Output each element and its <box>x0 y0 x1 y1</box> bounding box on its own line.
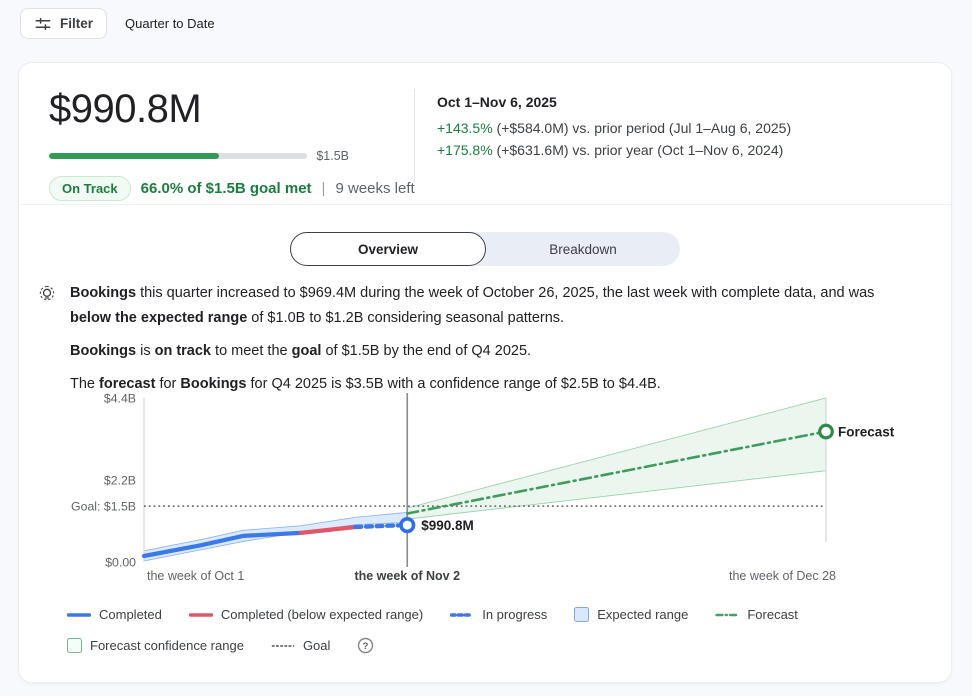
tab-breakdown[interactable]: Breakdown <box>486 232 680 266</box>
goal-axis-label: Goal: $1.5B <box>71 500 136 514</box>
completed-swatch <box>67 612 91 617</box>
legend-item-in-progress: In progress <box>450 607 547 622</box>
prior-period-text: (+$584.0M) vs. prior period (Jul 1–Aug 6… <box>492 120 792 136</box>
forecast-swatch <box>715 613 740 616</box>
prior-period-delta: +143.5% <box>437 120 493 136</box>
goal-swatch <box>271 644 295 647</box>
metric-card: $990.8M $1.5B On Track 66.0% of $1.5B go… <box>18 62 952 683</box>
current-point-marker <box>399 517 416 534</box>
legend-label-in-progress: In progress <box>482 607 548 622</box>
metric-header: $990.8M $1.5B On Track 66.0% of $1.5B go… <box>49 87 927 201</box>
legend-row-1: Completed Completed (below expected range… <box>67 607 798 622</box>
band-forecast-confidence <box>406 397 827 520</box>
insight-paragraph-2: Bookings is on track to meet the goal of… <box>70 343 532 359</box>
prior-year-text: (+$631.6M) vs. prior year (Oct 1–Nov 6, … <box>492 142 784 158</box>
completed-below-expected-range-swatch <box>188 612 213 617</box>
x-tick-label: the week of Oct 1 <box>147 569 244 583</box>
vertical-divider <box>414 89 415 182</box>
legend-item-completed-below-expected-range: Completed (below expected range) <box>188 607 424 622</box>
bookings-chart[interactable]: $4.4B $2.2B $0.00 Goal: $1.5B the week of Oc… <box>61 389 951 601</box>
forecast-point-label: Forecast <box>838 424 895 439</box>
prior-year-comparison: +175.8% (+$631.6M) vs. prior year (Oct 1… <box>437 139 791 161</box>
legend-label-forecast: Forecast <box>747 607 798 622</box>
filter-button[interactable]: Filter <box>20 8 108 39</box>
insight-section: Bookings this quarter increased to $969.… <box>37 281 927 405</box>
forecast-point-marker <box>818 423 834 440</box>
prior-year-delta: +175.8% <box>437 142 493 158</box>
legend-item-expected-range: Expected range <box>574 607 688 622</box>
series-completed-below-expected-range <box>298 524 358 535</box>
series-forecast <box>406 430 828 515</box>
band-expected-range <box>143 511 408 562</box>
legend-item-forecast-confidence-range: Forecast confidence range <box>67 638 244 653</box>
goal-met-text: 66.0% of $1.5B goal met <box>140 180 312 197</box>
x-tick-label: the week of Nov 2 <box>354 569 460 583</box>
goal-progress-track <box>49 153 308 159</box>
legend-label-expected-range: Expected range <box>597 607 689 622</box>
tab-overview[interactable]: Overview <box>290 232 486 266</box>
legend-item-help: ? <box>357 637 374 654</box>
goal-cap-label: $1.5B <box>316 149 349 163</box>
goal-progress-fill <box>49 153 220 159</box>
comparison-block: Oct 1–Nov 6, 2025 +143.5% (+$584.0M) vs.… <box>415 87 791 201</box>
legend-label-completed: Completed <box>99 607 162 622</box>
insight-text: Bookings this quarter increased to $969.… <box>70 281 910 405</box>
insight-paragraph-1: Bookings this quarter increased to $969.… <box>70 285 875 326</box>
legend-item-forecast: Forecast <box>715 607 798 622</box>
insight-lightbulb-icon <box>37 281 57 405</box>
in-progress-swatch <box>450 612 475 617</box>
prior-period-comparison: +143.5% (+$584.0M) vs. prior period (Jul… <box>437 117 791 139</box>
y-tick-label: $0.00 <box>105 556 136 570</box>
legend-item-completed: Completed <box>67 607 162 622</box>
weeks-left-text: 9 weeks left <box>335 180 415 197</box>
legend-label-completed-below-expected-range: Completed (below expected range) <box>220 607 424 622</box>
expected-range-swatch <box>574 607 590 622</box>
status-badge: On Track <box>49 176 131 201</box>
svg-text:?: ? <box>363 641 369 652</box>
period-label: Quarter to Date <box>125 16 215 31</box>
filter-sliders-icon <box>34 15 52 33</box>
forecast-confidence-range-swatch <box>67 638 82 653</box>
horizontal-divider <box>19 204 951 205</box>
y-tick-label: $2.2B <box>104 474 136 488</box>
series-in-progress <box>353 523 410 530</box>
legend-row-2: Forecast confidence range Goal? <box>67 637 798 654</box>
series-completed <box>141 530 303 559</box>
metric-summary: $990.8M $1.5B On Track 66.0% of $1.5B go… <box>49 87 415 201</box>
goal-progress: $1.5B <box>49 149 349 163</box>
legend-label-goal: Goal <box>302 638 331 653</box>
legend-label-forecast-confidence-range: Forecast confidence range <box>90 638 244 653</box>
x-tick-label: the week of Dec 28 <box>729 569 836 583</box>
legend-item-goal: Goal <box>271 638 330 653</box>
status-row: On Track 66.0% of $1.5B goal met | 9 wee… <box>49 176 415 201</box>
legend-help-icon[interactable]: ? <box>357 637 374 654</box>
view-tabs: Overview Breakdown <box>290 232 680 266</box>
date-range: Oct 1–Nov 6, 2025 <box>437 94 557 110</box>
separator: | <box>321 180 326 197</box>
y-tick-label: $4.4B <box>104 392 136 406</box>
insight-paragraph-3: The forecast for Bookings for Q4 2025 is… <box>70 376 661 392</box>
current-point-label: $990.8M <box>421 518 474 533</box>
chart-legend: Completed Completed (below expected range… <box>67 607 798 654</box>
metric-value: $990.8M <box>49 87 202 131</box>
filter-button-label: Filter <box>60 16 94 31</box>
top-toolbar: Filter Quarter to Date <box>20 8 215 39</box>
